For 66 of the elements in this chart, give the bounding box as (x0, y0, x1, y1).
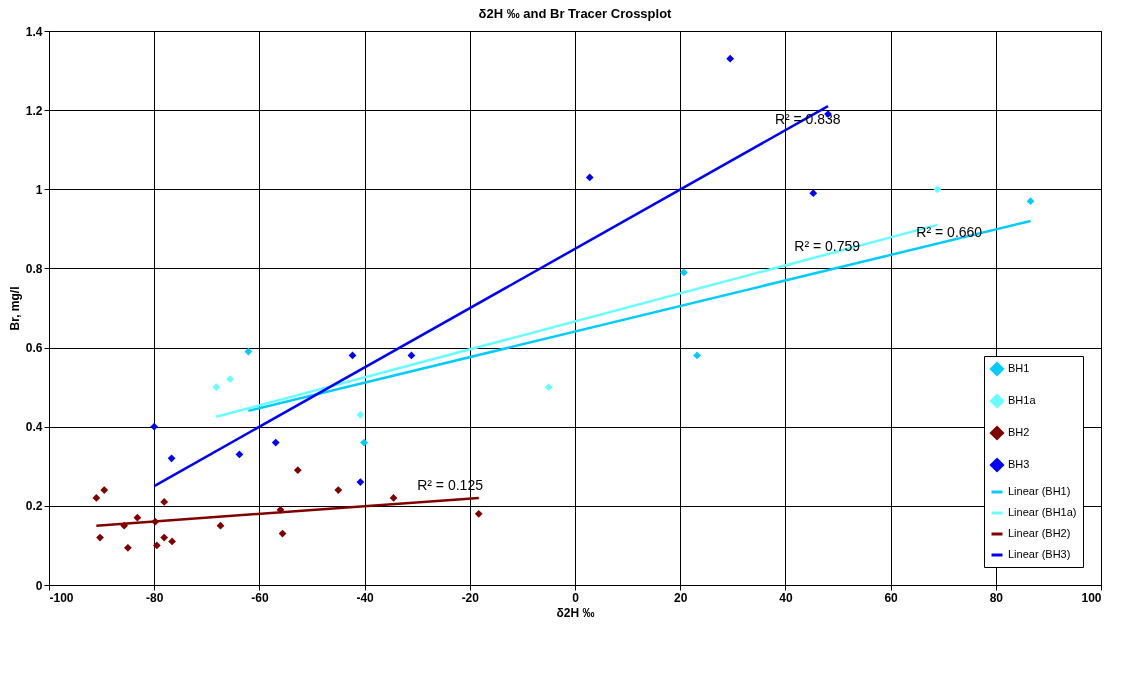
point (160, 533, 169, 542)
point (585, 173, 594, 182)
point (133, 513, 142, 522)
point (693, 351, 701, 360)
point (212, 383, 221, 392)
point (809, 189, 818, 198)
x-axis-title: δ2H ‰ (556, 605, 595, 620)
y-tick-label: 0.8 (25, 261, 43, 276)
legend-label: BH3 (1008, 458, 1030, 470)
legend-label: BH2 (1008, 426, 1030, 438)
point (244, 347, 253, 356)
point (152, 541, 161, 550)
point (271, 438, 280, 447)
y-tick-label: 0 (35, 578, 43, 593)
point (226, 375, 234, 384)
legend-label: Linear (BH1a) (1008, 506, 1077, 518)
x-tick-label: 20 (674, 590, 688, 605)
point (100, 486, 109, 494)
y-tick-label: 1 (35, 182, 43, 197)
point (276, 505, 285, 514)
point (334, 486, 343, 494)
point (360, 438, 368, 447)
x-tick-label: -100 (49, 590, 74, 605)
point (124, 543, 132, 552)
point (216, 521, 225, 530)
point (726, 54, 735, 63)
x-tick-label: -60 (251, 590, 269, 605)
point (120, 521, 129, 530)
point (389, 494, 398, 502)
annotation: R² = 0.759 (794, 237, 861, 254)
legend-label: Linear (BH2) (1008, 527, 1071, 539)
point (235, 450, 244, 459)
point (933, 185, 942, 194)
x-tick-label: 60 (884, 590, 899, 605)
y-tick-label: 0.2 (25, 499, 43, 514)
legend-label: Linear (BH1) (1008, 485, 1071, 497)
point (293, 466, 302, 475)
x-tick-label: -80 (146, 590, 164, 605)
point (1026, 197, 1035, 206)
point (167, 454, 176, 463)
legend-label: Linear (BH3) (1008, 548, 1071, 560)
y-axis-title: Br, mg/l (7, 286, 22, 331)
point (168, 537, 176, 546)
point (92, 494, 101, 502)
y-tick-label: 0.4 (25, 420, 43, 435)
point (160, 498, 169, 506)
point (474, 509, 483, 518)
point (680, 268, 688, 277)
x-tick-label: 80 (989, 590, 1004, 605)
point (544, 383, 553, 392)
point (96, 533, 104, 542)
x-tick-label: -40 (356, 590, 375, 605)
y-tick-label: 1.2 (25, 103, 43, 118)
legend-label: BH1 (1008, 362, 1030, 374)
y-tick-label: 1.4 (25, 24, 43, 39)
point (356, 478, 365, 486)
point (151, 517, 160, 526)
chart-title: δ2H ‰ and Br Tracer Crossplot (478, 6, 673, 21)
x-tick-label: -20 (461, 590, 480, 605)
x-tick-label: 100 (1081, 590, 1102, 605)
y-tick-label: 0.6 (25, 341, 43, 356)
x-tick-label: 0 (572, 590, 580, 605)
point (356, 410, 365, 419)
x-tick-label: 40 (779, 590, 793, 605)
point (150, 422, 159, 431)
legend-label: BH1a (1008, 394, 1037, 406)
